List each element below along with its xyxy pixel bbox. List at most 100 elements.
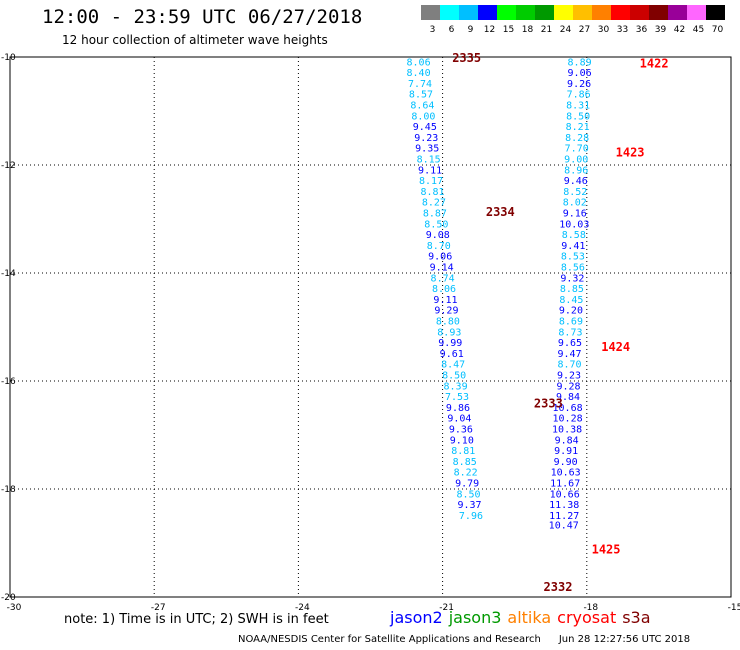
y-tick-label: -18 (1, 485, 16, 495)
wave-height-value: 9.79 (455, 479, 479, 490)
scale-swatch (497, 5, 516, 20)
wave-height-value: 10.03 (559, 219, 589, 230)
scale-swatch (535, 5, 554, 20)
wave-height-value: 9.29 (434, 306, 458, 317)
wave-height-value: 11.67 (550, 479, 580, 490)
scale-swatch (668, 5, 687, 20)
wave-height-value: 9.06 (568, 68, 592, 79)
x-tick-label: -21 (439, 603, 454, 613)
scale-swatch (459, 5, 478, 20)
wave-height-value: 8.50 (424, 219, 448, 230)
wave-height-value: 8.69 (559, 317, 583, 328)
track-time-label: 1424 (601, 340, 630, 354)
legend-altika: altika (507, 608, 552, 627)
wave-height-value: 8.40 (407, 68, 431, 79)
wave-height-value: 9.45 (413, 122, 437, 133)
wave-height-value: 7.70 (565, 144, 589, 155)
x-tick-label: -30 (7, 603, 22, 613)
footer: NOAA/NESDIS Center for Satellite Applica… (238, 634, 690, 645)
scale-swatch (630, 5, 649, 20)
wave-height-value: 8.56 (561, 263, 585, 274)
wave-height-value: 9.35 (415, 144, 439, 155)
scale-label: 36 (636, 25, 648, 35)
scale-label: 33 (617, 25, 628, 35)
scale-label: 30 (598, 25, 610, 35)
wave-height-value: 8.50 (566, 111, 590, 122)
scale-label: 45 (693, 25, 704, 35)
wave-height-value: 9.23 (414, 133, 438, 144)
wave-height-value: 8.21 (566, 122, 590, 133)
wave-height-value: 8.93 (437, 327, 461, 338)
scale-label: 24 (560, 25, 572, 35)
scale-swatch (592, 5, 611, 20)
scale-label: 70 (712, 25, 724, 35)
wave-height-value: 9.61 (440, 349, 464, 360)
wave-height-value: 8.70 (557, 360, 581, 371)
wave-height-value: 10.63 (551, 468, 581, 479)
wave-height-value: 8.22 (454, 468, 478, 479)
page-title: 12:00 - 23:59 UTC 06/27/2018 (42, 6, 363, 28)
wave-height-value: 8.80 (436, 317, 460, 328)
scale-swatch (649, 5, 668, 20)
plot-frame (9, 56, 732, 598)
y-tick-label: -14 (1, 269, 16, 279)
scale-label: 21 (541, 25, 552, 35)
track-time-label: 2333 (534, 397, 563, 411)
scale-label: 42 (674, 25, 685, 35)
wave-height-value: 9.36 (449, 425, 473, 436)
scale-swatch (421, 5, 440, 20)
scale-swatch (611, 5, 630, 20)
wave-height-value: 9.99 (438, 338, 462, 349)
y-tick-label: -12 (1, 161, 16, 171)
wave-height-value: 8.45 (559, 295, 583, 306)
wave-height-value: 8.57 (409, 90, 433, 101)
wave-height-value: 9.90 (554, 457, 578, 468)
wave-height-value: 9.84 (555, 435, 579, 446)
wave-height-value: 8.74 (431, 273, 455, 284)
wave-height-value: 8.85 (453, 457, 477, 468)
scale-label: 12 (484, 25, 495, 35)
scale-label: 6 (449, 25, 455, 35)
wave-height-value: 9.00 (564, 155, 588, 166)
wave-height-value: 8.70 (427, 241, 451, 252)
wave-height-value: 8.64 (410, 101, 434, 112)
x-tick-label: -18 (583, 603, 598, 613)
legend: jason2 jason3 altika cryosat s3a (390, 608, 657, 627)
wave-height-value: 9.11 (433, 295, 457, 306)
wave-height-value: 8.31 (566, 101, 590, 112)
wave-height-value: 9.16 (563, 209, 587, 220)
wave-height-value: 8.06 (407, 57, 431, 68)
scale-swatch (516, 5, 535, 20)
scale-swatch (478, 5, 497, 20)
wave-height-value: 7.96 (459, 511, 483, 522)
wave-height-value: 9.86 (446, 403, 470, 414)
wave-height-value: 8.96 (564, 165, 588, 176)
wave-height-value: 7.86 (567, 90, 591, 101)
note-text: note: 1) Time is in UTC; 2) SWH is in fe… (64, 612, 329, 627)
legend-s3a: s3a (622, 608, 651, 627)
wave-height-value: 8.15 (417, 155, 441, 166)
wave-height-value: 10.28 (553, 414, 583, 425)
wave-height-value: 8.28 (565, 133, 589, 144)
wave-height-value: 8.06 (432, 284, 456, 295)
wave-height-value: 9.23 (557, 371, 581, 382)
wave-height-value: 10.68 (553, 403, 583, 414)
track-time-label: 2332 (544, 580, 573, 594)
y-tick-label: -10 (1, 53, 16, 63)
wave-height-value: 9.91 (554, 446, 578, 457)
wave-height-value: 8.89 (568, 57, 592, 68)
wave-height-value: 9.47 (557, 349, 581, 360)
wave-height-value: 9.20 (559, 306, 583, 317)
track-time-label: 1422 (640, 56, 669, 70)
wave-height-value: 9.04 (447, 414, 471, 425)
wave-height-value: 11.27 (549, 511, 579, 522)
wave-height-value: 9.41 (561, 241, 585, 252)
wave-height-value: 9.37 (457, 500, 481, 511)
track-time-label: 2334 (486, 205, 515, 219)
track-time-label: 2335 (452, 51, 481, 65)
wave-height-value: 7.53 (445, 392, 469, 403)
wave-height-value: 7.74 (408, 79, 432, 90)
wave-height-value: 9.11 (418, 165, 442, 176)
